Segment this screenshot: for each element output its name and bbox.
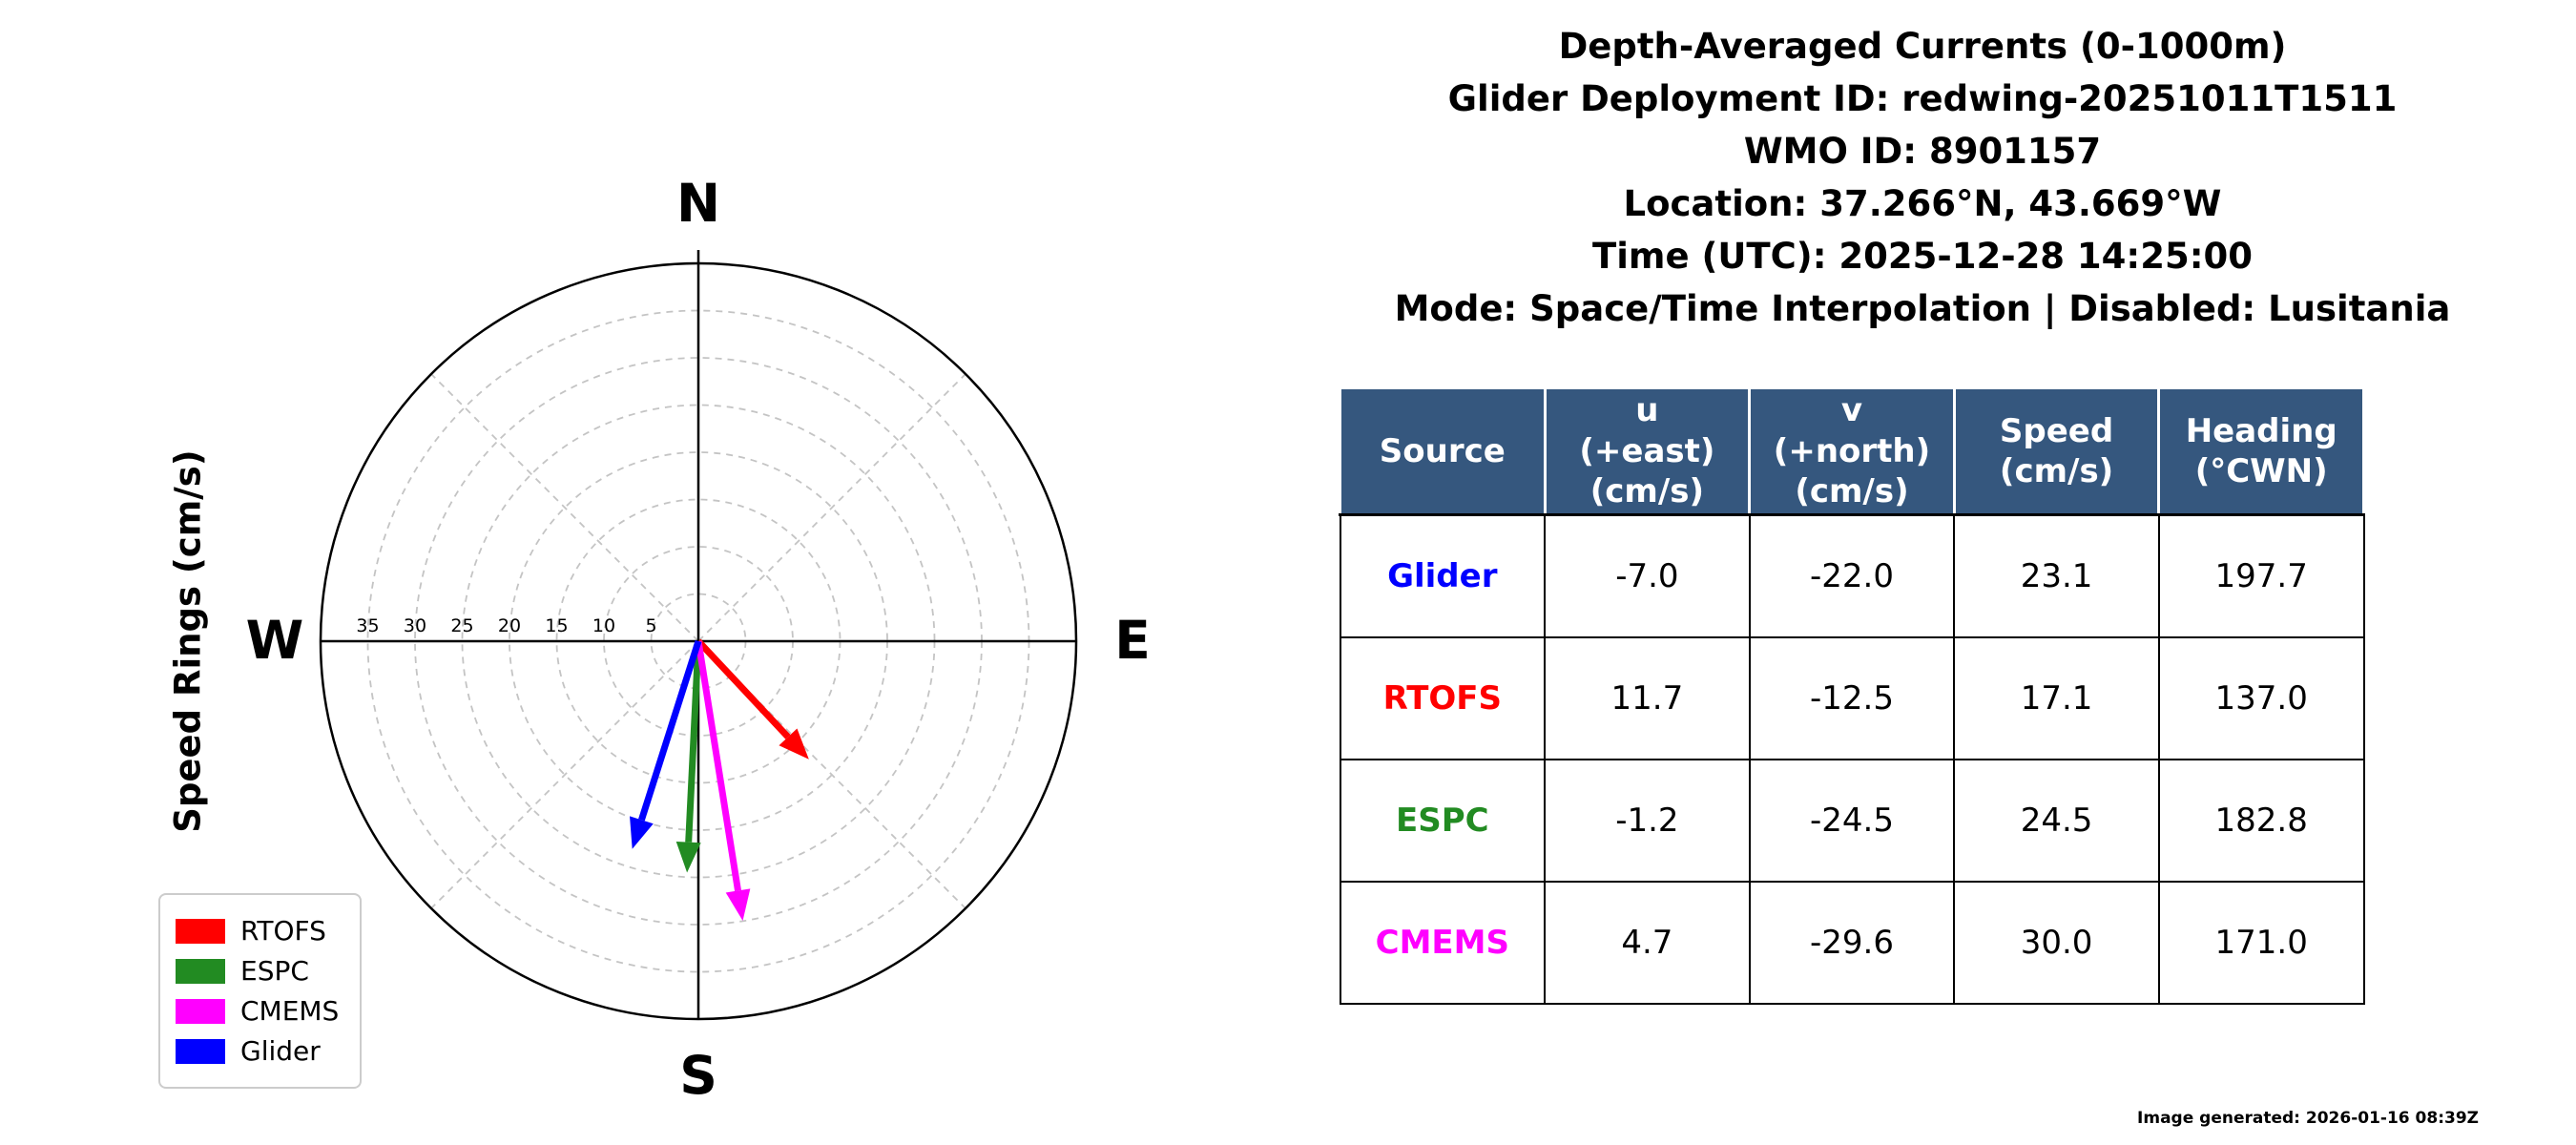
- table-body: Glider -7.0 -22.0 23.1 197.7 RTOFS 11.7 …: [1339, 513, 2365, 1005]
- chart-legend: RTOFS ESPC CMEMS Glider: [158, 893, 363, 1089]
- vector-shaft-espc: [685, 640, 702, 843]
- legend-swatch-cmems: [176, 998, 225, 1024]
- v-cell: -12.5: [1748, 636, 1956, 760]
- figure-titles: Depth-Averaged Currents (0-1000m) Glider…: [1236, 20, 2576, 335]
- v-cell: -24.5: [1748, 759, 1956, 883]
- source-cell: Glider: [1339, 513, 1547, 638]
- legend-item-cmems: CMEMS: [176, 995, 339, 1027]
- header-cell-speed: Speed (cm/s): [1952, 386, 2161, 516]
- u-cell: -7.0: [1544, 513, 1751, 638]
- header-cell-heading: Heading (°CWN): [2157, 386, 2365, 516]
- u-cell: 11.7: [1544, 636, 1751, 760]
- vector-shaft-glider: [638, 639, 702, 822]
- legend-swatch-glider: [176, 1038, 225, 1064]
- title-line-wmo: WMO ID: 8901157: [1743, 131, 2102, 172]
- vector-head-glider: [630, 816, 654, 849]
- title-line-deployment: Glider Deployment ID: redwing-20251011T1…: [1447, 78, 2398, 119]
- legend-item-rtofs: RTOFS: [176, 915, 339, 947]
- legend-label-cmems: CMEMS: [240, 995, 340, 1027]
- title-line-mode: Mode: Space/Time Interpolation | Disable…: [1394, 288, 2451, 329]
- currents-table: Source u (+east) (cm/s) v (+north) (cm/s…: [1339, 386, 2365, 1005]
- compass-label-south: S: [679, 1045, 717, 1106]
- v-cell: -29.6: [1748, 881, 1956, 1005]
- legend-label-glider: Glider: [240, 1035, 321, 1067]
- ring-tick-label: 20: [498, 615, 521, 636]
- legend-swatch-espc: [176, 958, 225, 984]
- heading-cell: 171.0: [2157, 881, 2365, 1005]
- source-cell: RTOFS: [1339, 636, 1547, 760]
- speed-cell: 24.5: [1953, 759, 2160, 883]
- grid-spoke: [430, 373, 699, 642]
- u-cell: 4.7: [1544, 881, 1751, 1005]
- title-line-location: Location: 37.266°N, 43.669°W: [1623, 183, 2222, 224]
- ring-tick-label: 15: [545, 615, 568, 636]
- compass-label-west: W: [245, 610, 304, 671]
- header-cell-v: v (+north) (cm/s): [1748, 386, 1956, 516]
- grid-spoke: [430, 640, 699, 909]
- v-cell: -22.0: [1748, 513, 1956, 638]
- vector-shaft-cmems: [695, 640, 741, 891]
- table-row-cmems: CMEMS 4.7 -29.6 30.0 171.0: [1339, 881, 2365, 1005]
- ring-tick-label: 5: [645, 615, 656, 636]
- legend-label-espc: ESPC: [240, 955, 309, 987]
- heading-cell: 137.0: [2157, 636, 2365, 760]
- title-line-depth: Depth-Averaged Currents (0-1000m): [1558, 26, 2287, 67]
- polar-plot: 35 30 25 20 15 10 5: [319, 250, 1078, 1021]
- heading-cell: 182.8: [2157, 759, 2365, 883]
- legend-item-glider: Glider: [176, 1035, 339, 1067]
- vector-head-cmems: [725, 888, 751, 922]
- header-cell-u: u (+east) (cm/s): [1543, 386, 1752, 516]
- heading-cell: 197.7: [2157, 513, 2365, 638]
- compass-label-north: N: [675, 173, 721, 234]
- vector-head-espc: [675, 841, 701, 873]
- legend-swatch-rtofs: [176, 918, 225, 944]
- vector-head-rtofs: [779, 728, 809, 760]
- speed-cell: 23.1: [1953, 513, 2160, 638]
- header-cell-source: Source: [1339, 386, 1547, 516]
- legend-item-espc: ESPC: [176, 955, 339, 987]
- table-row-glider: Glider -7.0 -22.0 23.1 197.7: [1339, 513, 2365, 638]
- generated-timestamp: Image generated: 2026-01-16 08:39Z: [2137, 1109, 2479, 1128]
- legend-label-rtofs: RTOFS: [240, 915, 326, 947]
- u-cell: -1.2: [1544, 759, 1751, 883]
- table-row-rtofs: RTOFS 11.7 -12.5 17.1 137.0: [1339, 636, 2365, 760]
- ring-tick-label: 30: [404, 615, 426, 636]
- source-cell: CMEMS: [1339, 881, 1547, 1005]
- compass-label-east: E: [1114, 610, 1151, 671]
- ring-tick-label: 10: [592, 615, 615, 636]
- source-cell: ESPC: [1339, 759, 1547, 883]
- title-line-time: Time (UTC): 2025-12-28 14:25:00: [1592, 236, 2253, 277]
- ring-tick-label: 35: [356, 615, 379, 636]
- table-head: Source u (+east) (cm/s) v (+north) (cm/s…: [1339, 386, 2365, 516]
- table-row-espc: ESPC -1.2 -24.5 24.5 182.8: [1339, 759, 2365, 883]
- table-header-row: Source u (+east) (cm/s) v (+north) (cm/s…: [1339, 386, 2365, 516]
- vector-shaft-rtofs: [696, 638, 791, 739]
- speed-cell: 17.1: [1953, 636, 2160, 760]
- radial-axis-title: Speed Rings (cm/s): [167, 449, 209, 833]
- speed-cell: 30.0: [1953, 881, 2160, 1005]
- ring-tick-label: 25: [450, 615, 473, 636]
- grid-spoke: [697, 373, 966, 642]
